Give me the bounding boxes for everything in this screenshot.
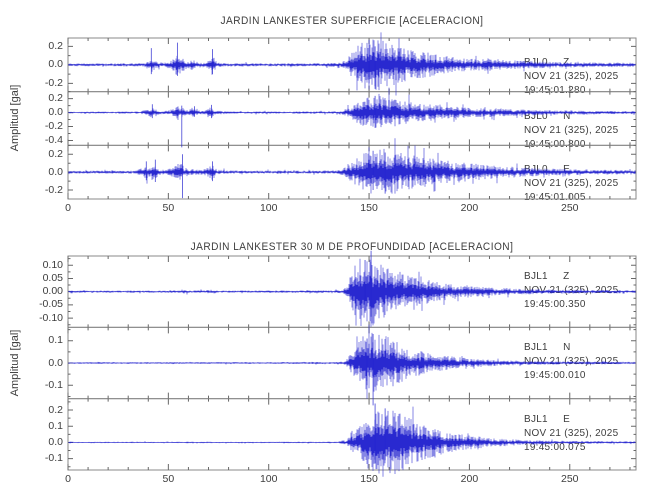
waveform-canvas [0, 0, 650, 500]
seismogram-viewer: JARDIN LANKESTER SUPERFICIE [ACELERACION… [0, 0, 650, 500]
